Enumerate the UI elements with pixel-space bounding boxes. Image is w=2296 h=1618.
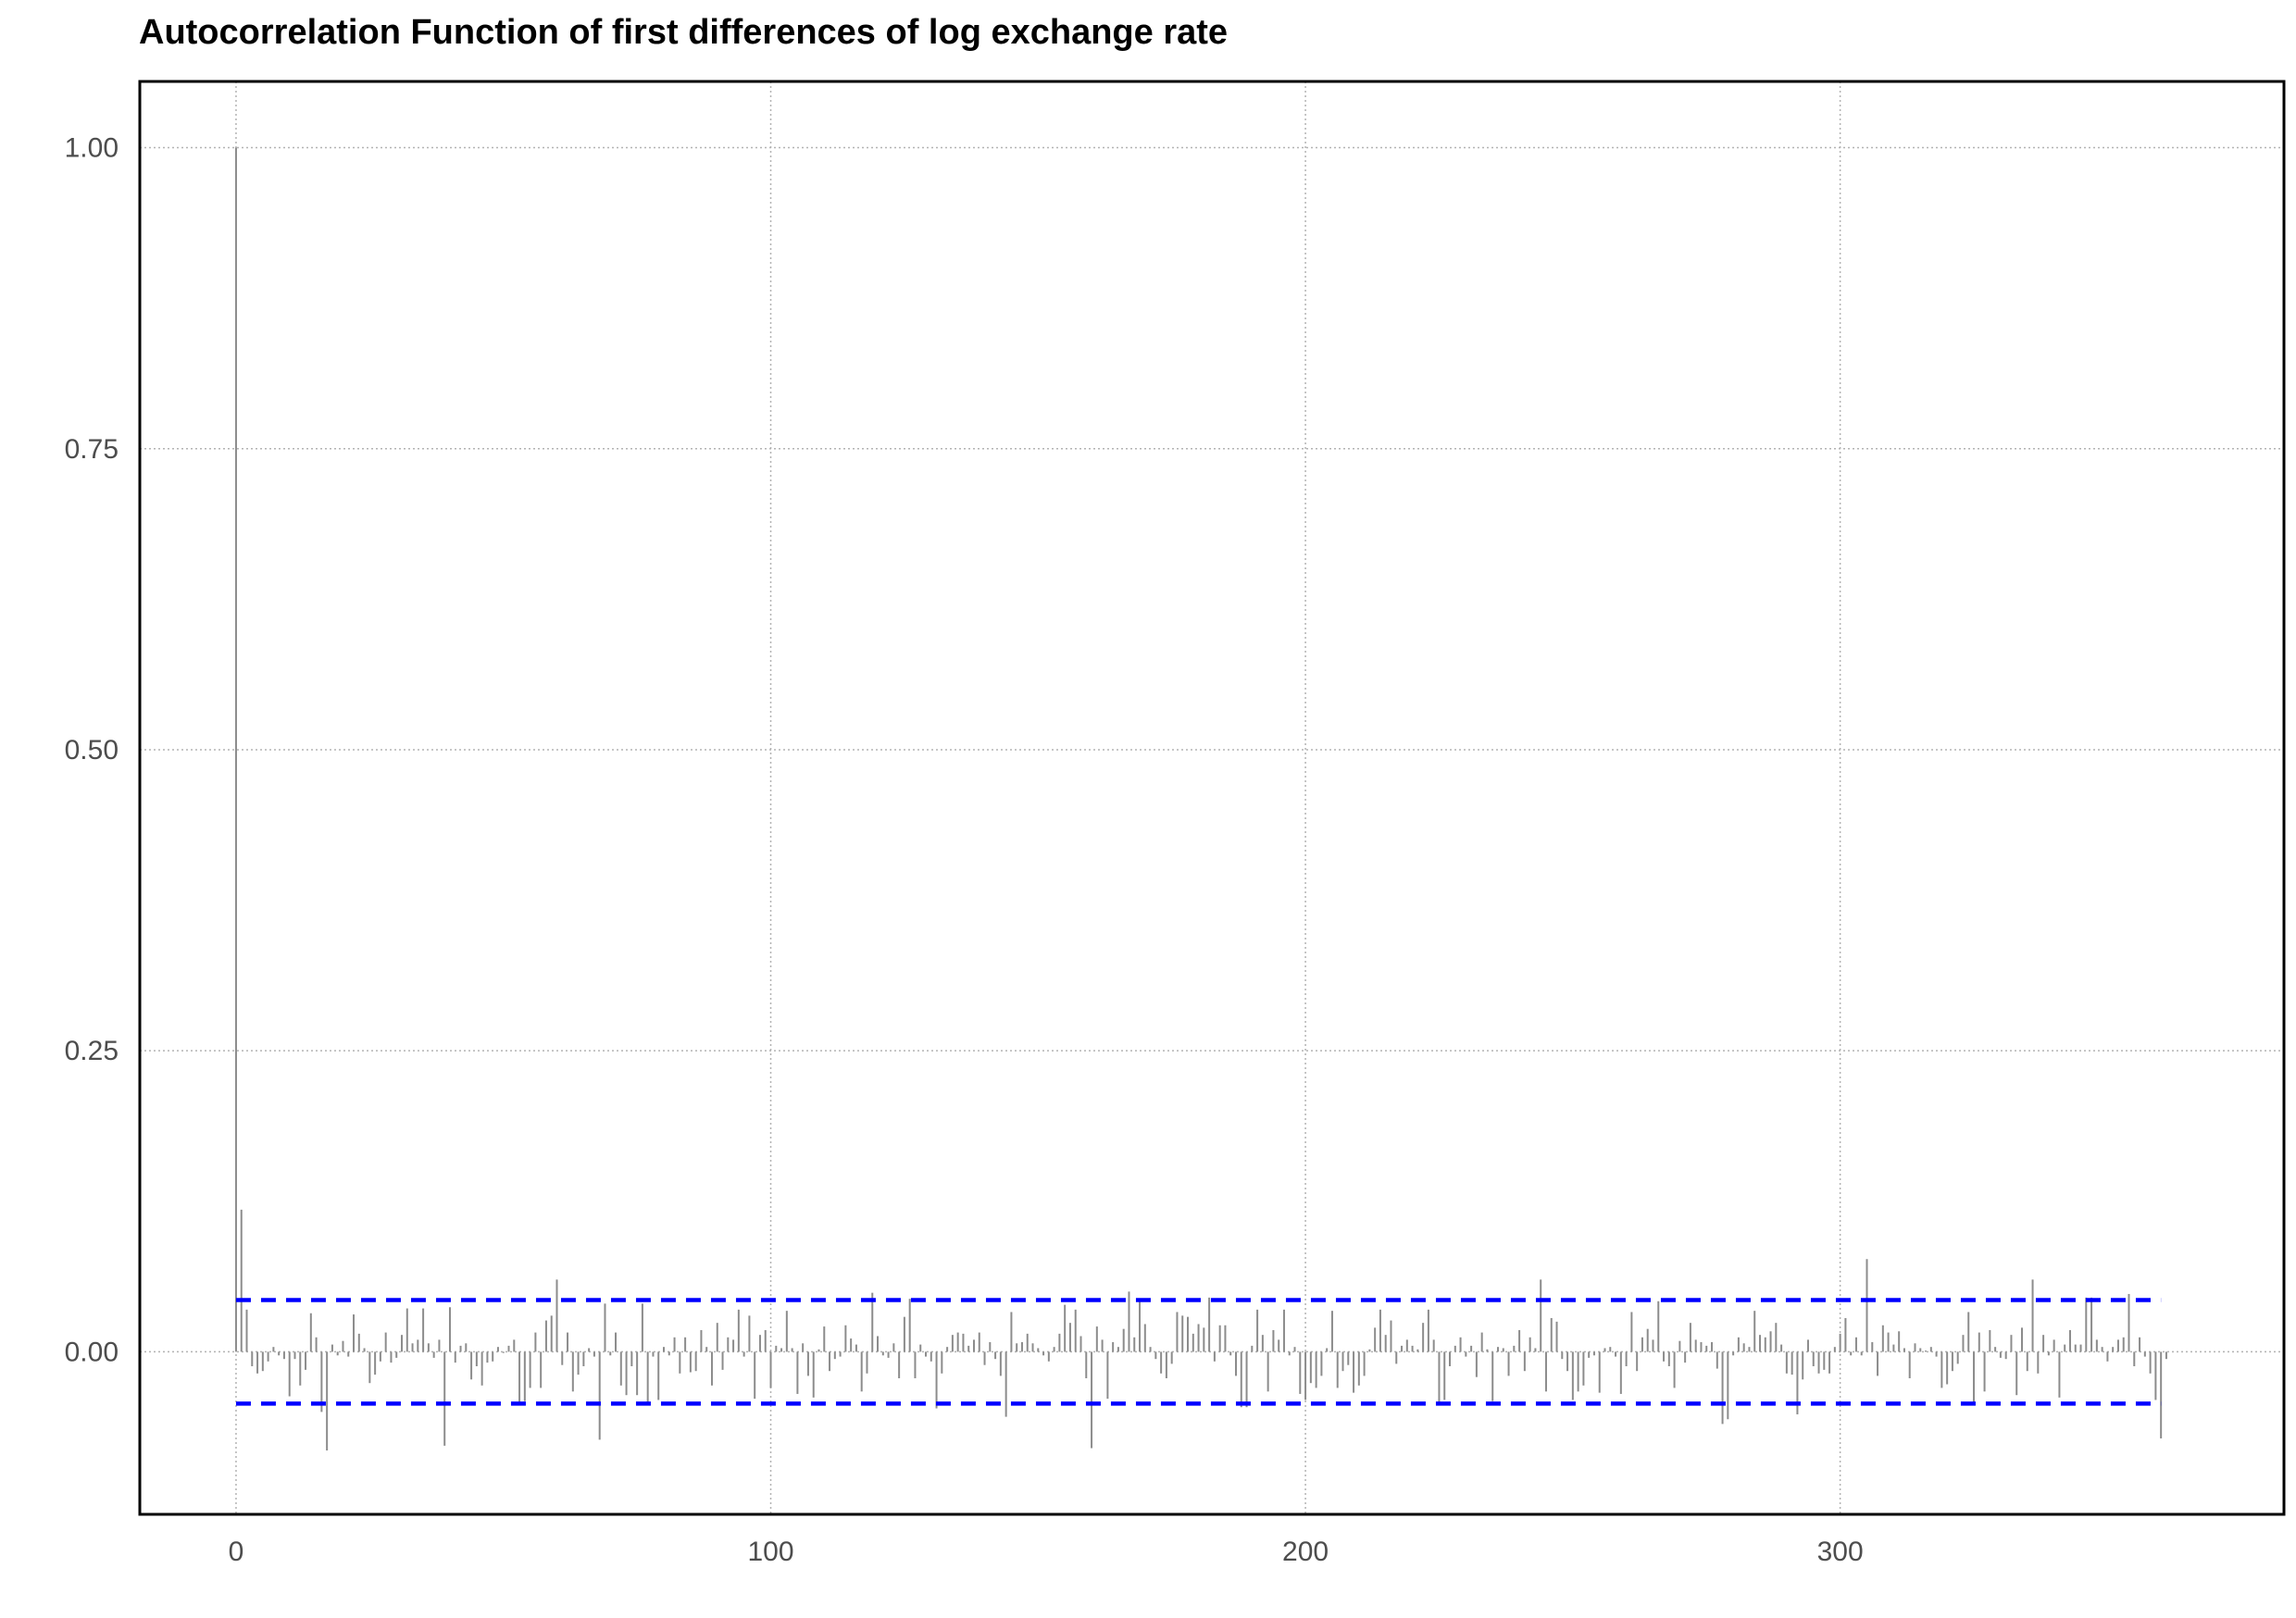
x-tick-label: 0 xyxy=(229,1537,244,1567)
x-tick-label: 200 xyxy=(1282,1537,1329,1567)
y-tick-label: 0.25 xyxy=(65,1036,119,1066)
acf-bars xyxy=(234,147,2167,1451)
plot-frame xyxy=(138,80,2286,1516)
x-tick-label: 300 xyxy=(1817,1537,1864,1567)
y-tick-label: 0.00 xyxy=(65,1337,119,1367)
y-tick-label: 0.75 xyxy=(65,434,119,465)
y-tick-label: 1.00 xyxy=(65,133,119,164)
y-tick-label: 0.50 xyxy=(65,735,119,765)
chart-title: Autocorrelation Function of first differ… xyxy=(139,13,1229,52)
x-tick-label: 100 xyxy=(747,1537,793,1567)
y-axis-ticks: 0.00 0.25 0.50 0.75 1.00 xyxy=(65,133,119,1368)
confidence-bands xyxy=(235,1298,2162,1406)
x-axis-ticks: 0 100 200 300 xyxy=(229,1537,1864,1567)
